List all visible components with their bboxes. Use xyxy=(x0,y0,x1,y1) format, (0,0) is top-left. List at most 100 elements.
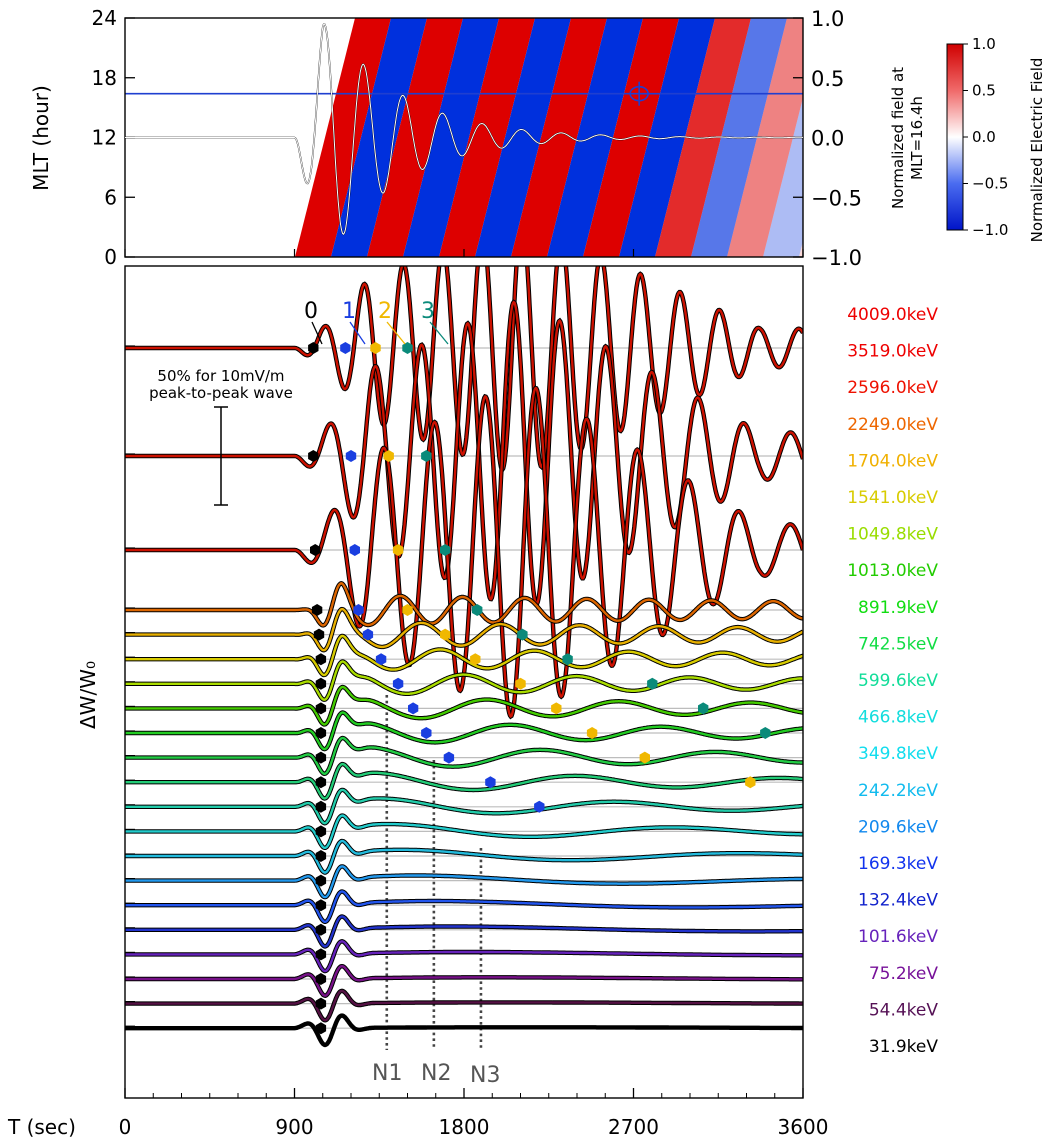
trace-outline xyxy=(125,606,803,653)
hex-marker xyxy=(349,544,360,556)
trace-outline xyxy=(125,963,803,998)
hex-marker xyxy=(745,776,756,789)
n-label-2: N2 xyxy=(421,1061,451,1086)
hex-marker xyxy=(370,342,381,354)
hex-marker xyxy=(443,751,455,764)
heatmap-stripe xyxy=(799,241,803,257)
hex-marker xyxy=(315,973,327,985)
hex-markers xyxy=(308,342,771,1035)
colorbar-tick-label: −0.5 xyxy=(972,175,1008,193)
colorbar-label: Normalized Electric Field xyxy=(1028,58,1046,243)
hex-marker xyxy=(315,702,327,715)
hex-marker xyxy=(345,450,357,462)
trace-outline xyxy=(125,939,803,974)
scale-bar-text-line1: 50% for 10mV/m xyxy=(157,367,284,385)
hex-marker xyxy=(534,800,545,813)
scale-bar: 50% for 10mV/m peak-to-peak wave xyxy=(130,366,308,506)
n-label-1: N1 xyxy=(372,1061,402,1086)
marker-label-3: 3 xyxy=(421,299,435,324)
hex-marker xyxy=(313,628,325,641)
top-y2tick-label: 0.0 xyxy=(811,127,844,151)
energy-label: 31.9keV xyxy=(869,1037,939,1057)
hex-marker xyxy=(315,850,327,862)
top-y2label-line2: MLT=16.4h xyxy=(908,96,926,180)
normalized-field-line-highlight xyxy=(125,23,803,235)
hex-marker xyxy=(340,342,351,354)
bottom-ticks: 0 900 1800 2700 3600 xyxy=(119,345,829,1139)
energy-label: 169.3keV xyxy=(858,854,938,874)
energy-label: 349.8keV xyxy=(858,744,938,764)
hex-marker xyxy=(698,702,709,715)
trace-line xyxy=(125,736,803,776)
colorbar-tick-label: 0.0 xyxy=(972,128,996,146)
trace-line xyxy=(125,890,803,923)
hex-marker xyxy=(551,702,562,715)
hex-marker xyxy=(402,604,413,616)
marker-label-1: 1 xyxy=(342,299,356,324)
bottom-xtick-label: 3600 xyxy=(778,1115,829,1139)
energy-label: 1049.8keV xyxy=(847,525,938,545)
hex-marker xyxy=(586,727,598,739)
energy-label: 4009.0keV xyxy=(847,305,938,325)
trace-outline xyxy=(125,710,803,752)
energy-label: 209.6keV xyxy=(858,817,938,837)
hex-marker xyxy=(315,727,327,739)
energy-label: 466.8keV xyxy=(858,708,938,728)
trace-line xyxy=(125,865,803,899)
energy-label: 75.2keV xyxy=(869,964,939,984)
hex-marker xyxy=(562,653,573,666)
top-ytick-label: 18 xyxy=(92,66,117,90)
energy-label: 1541.0keV xyxy=(847,488,938,508)
hex-marker xyxy=(472,604,483,616)
trace-line xyxy=(125,634,803,677)
trace-line xyxy=(125,386,803,718)
hex-marker xyxy=(310,544,321,556)
heatmap-stripe xyxy=(367,18,463,257)
hex-marker xyxy=(421,450,432,462)
hex-marker xyxy=(515,677,526,690)
hex-marker xyxy=(315,653,327,666)
energy-label: 2596.0keV xyxy=(847,378,938,398)
hex-marker xyxy=(647,677,658,690)
trace-line xyxy=(125,788,803,825)
hex-marker xyxy=(315,899,327,912)
trace-line xyxy=(125,711,803,751)
marker-labels: 0 1 2 3 xyxy=(304,299,449,345)
trace-line xyxy=(125,915,803,948)
colorbar-tick-label: −1.0 xyxy=(972,221,1008,239)
hex-marker xyxy=(315,1022,327,1035)
hex-marker xyxy=(315,923,327,936)
hex-marker xyxy=(383,450,394,462)
energy-label: 742.5keV xyxy=(858,634,938,654)
energy-labels: 4009.0keV 3519.0keV 2596.0keV 2249.0keV 1704… xyxy=(847,305,938,1057)
traces xyxy=(125,266,803,1048)
energy-label: 1013.0keV xyxy=(847,561,938,581)
marker-pointer-2 xyxy=(386,321,406,345)
n-label-3: N3 xyxy=(470,1063,500,1088)
hex-marker xyxy=(517,628,528,641)
trace-line xyxy=(125,660,803,701)
trace-line xyxy=(125,685,803,726)
top-ytick-label: 0 xyxy=(104,245,117,269)
top-ticks: 0 6 12 18 24 −1.0 −0.5 0.0 0.5 1.0 xyxy=(92,6,862,270)
trace-line xyxy=(125,839,803,874)
hex-marker xyxy=(362,628,374,641)
top-y2tick-label: −0.5 xyxy=(811,186,862,210)
trace-line xyxy=(125,1014,803,1047)
trace-line xyxy=(125,607,803,652)
hex-marker xyxy=(392,677,404,690)
trace-line xyxy=(125,989,803,1022)
energy-label: 242.2keV xyxy=(858,781,938,801)
hex-marker xyxy=(470,653,481,666)
top-ylabel: MLT (hour) xyxy=(29,85,53,191)
trace-outline xyxy=(125,1013,803,1048)
trace-line xyxy=(125,964,803,997)
top-ytick-label: 6 xyxy=(104,185,117,209)
energy-label: 132.4keV xyxy=(858,891,938,911)
phi-marker xyxy=(629,81,649,106)
hex-marker xyxy=(440,544,451,556)
colorbar-tick-label: 0.5 xyxy=(972,82,996,100)
colorbar: −1.0 −0.5 0.0 0.5 1.0 Normalized Electric Fi… xyxy=(946,35,1046,243)
energy-label: 54.4keV xyxy=(869,1000,939,1020)
